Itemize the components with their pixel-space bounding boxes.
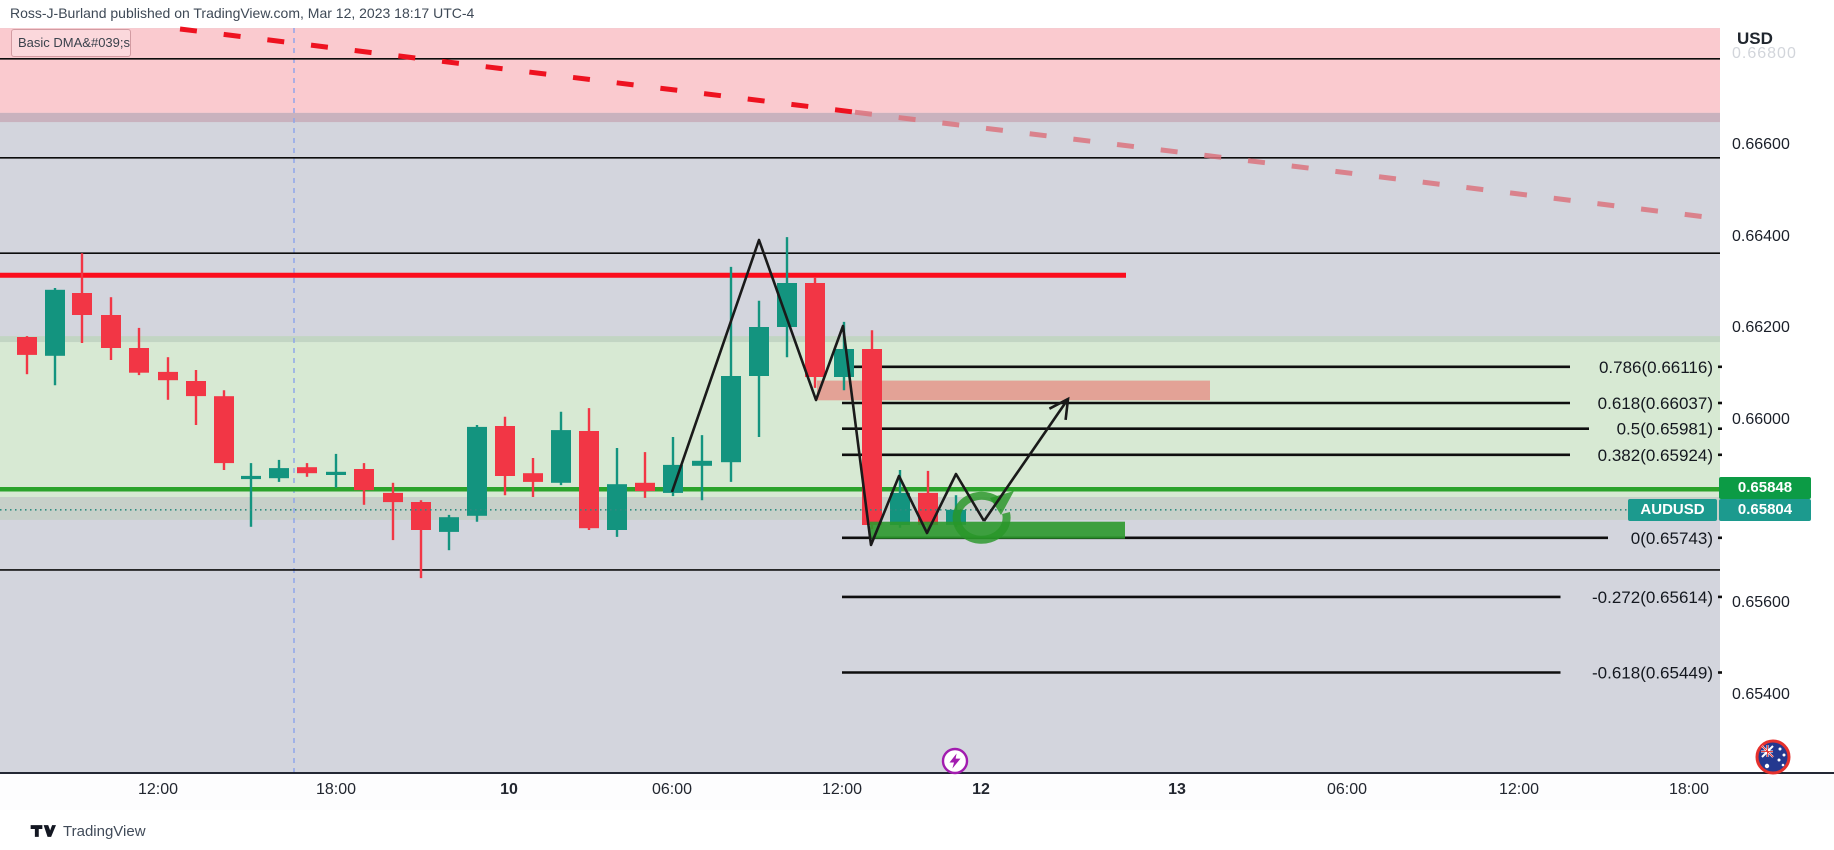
svg-text:0.618(0.66037): 0.618(0.66037) xyxy=(1598,394,1713,413)
time-tick: 12:00 xyxy=(821,781,863,798)
time-tick: 10 xyxy=(500,781,518,798)
tradingview-logo-icon xyxy=(30,825,56,837)
time-tick: 12 xyxy=(972,781,990,798)
price-tick: 0.66400 xyxy=(1732,227,1790,245)
tradingview-logo-text: TradingView xyxy=(63,822,146,840)
price-axis[interactable]: USD 0.66800 0.66600 0.66400 0.66200 0.66000… xyxy=(1722,0,1834,772)
time-tick: 06:00 xyxy=(1326,781,1368,798)
time-tick: 12:00 xyxy=(137,781,179,798)
price-tick: 0.66600 xyxy=(1732,136,1790,153)
publish-caption: Ross-J-Burland published on TradingView.… xyxy=(10,5,475,21)
price-tick: 0.65400 xyxy=(1732,686,1790,703)
time-tick: 06:00 xyxy=(651,781,693,798)
price-tick: 0.66200 xyxy=(1732,319,1790,337)
time-axis[interactable]: 12:00 18:00 10 06:00 12:00 12 13 06:00 12:00 18:0… xyxy=(0,772,1834,810)
svg-text:-0.618(0.65449): -0.618(0.65449) xyxy=(1592,664,1713,683)
svg-text:0(0.65743): 0(0.65743) xyxy=(1631,529,1713,548)
svg-text:0.382(0.65924): 0.382(0.65924) xyxy=(1598,446,1713,465)
price-tick: 0.65600 xyxy=(1732,594,1790,612)
tradingview-logo[interactable]: TradingView xyxy=(30,822,146,840)
pane-legend-label: Basic DMA&#039;s xyxy=(18,35,130,50)
last-high-price-badge: 0.65848 xyxy=(1719,476,1811,499)
pane-legend-box[interactable] xyxy=(11,29,131,57)
time-tick: 13 xyxy=(1168,781,1186,798)
symbol-badge: AUDUSD xyxy=(1628,498,1717,521)
svg-text:-0.272(0.65614): -0.272(0.65614) xyxy=(1592,588,1713,607)
lightning-icon[interactable] xyxy=(941,747,969,780)
svg-text:0.5(0.65981): 0.5(0.65981) xyxy=(1617,420,1713,439)
time-tick: 18:00 xyxy=(1668,781,1710,798)
currency-label: USD xyxy=(1737,29,1773,48)
price-tick-faint: 0.66800 xyxy=(1732,45,1797,62)
chart-canvas[interactable]: 0.786(0.66116) 0.618(0.66037) 0.5(0.65981)… xyxy=(0,0,1722,772)
current-price-badge: 0.65804 xyxy=(1719,498,1811,521)
price-tick: 0.66000 xyxy=(1732,411,1790,428)
time-tick: 12:00 xyxy=(1498,781,1540,798)
time-tick: 18:00 xyxy=(315,781,357,798)
australia-flag-icon xyxy=(1755,739,1791,780)
svg-text:0.786(0.66116): 0.786(0.66116) xyxy=(1599,358,1713,377)
